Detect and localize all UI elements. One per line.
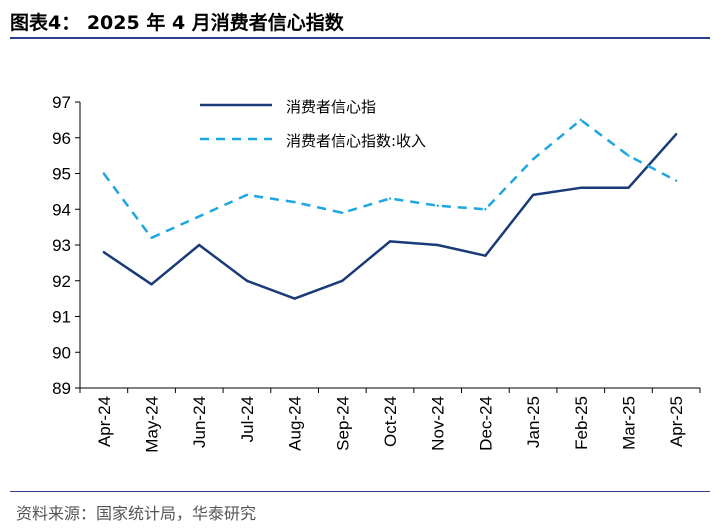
series-layer [102,118,678,300]
source-rule [10,491,710,492]
x-tick-label: Jul-24 [238,396,257,442]
x-tick-label: Feb-25 [572,396,591,450]
legend-label-fade [398,97,508,115]
source-note: 资料来源：国家统计局，华泰研究 [16,504,257,523]
figure-title: 图表4： 2025 年 4 月消费者信心指数 [10,12,344,34]
data-point-income [293,200,296,204]
data-point-income [436,204,439,207]
x-tick-label: Aug-24 [286,396,305,451]
y-axis: 89 90 91 92 93 94 95 96 97 [52,93,81,398]
y-tick-label: 91 [52,308,71,327]
y-tick-label: 95 [52,165,71,184]
x-tick-label: Jun-24 [190,396,209,448]
data-point-confidence [579,186,582,189]
x-tick-label: Dec-24 [476,396,495,451]
legend-label-income: 消费者信心指数:收入 [286,132,427,150]
data-point-income [484,208,487,211]
legend [200,103,272,141]
x-tick-label: Oct-24 [381,396,400,447]
y-tick-label: 94 [52,200,71,219]
data-point-income [388,197,392,200]
data-point-confidence [388,240,392,243]
data-point-confidence [150,283,153,286]
x-tick-label: Apr-25 [667,396,686,447]
data-point-income [150,236,153,240]
data-point-income [198,215,201,218]
data-point-confidence [245,279,249,282]
title-rule [10,37,710,39]
y-tick-label: 93 [52,236,71,255]
data-point-income [674,179,678,182]
data-point-confidence [198,243,201,247]
y-tick-label: 97 [52,93,71,112]
data-point-confidence [293,297,296,300]
legend-label-confidence: 消费者信心指 [286,98,377,116]
x-tick-label: May-24 [143,396,162,453]
x-tick-label: Nov-24 [429,396,448,451]
data-point-confidence [102,250,106,254]
x-axis: Apr-24 May-24 Jun-24 Jul-24 Aug-24 Sep-24 Oct-… [79,387,701,453]
data-point-income [627,154,630,157]
data-point-income [102,172,106,175]
data-point-confidence [341,279,344,282]
y-tick-label: 96 [52,129,71,148]
y-tick-label: 89 [52,379,71,398]
x-tick-label: Sep-24 [333,396,352,451]
data-point-confidence [531,193,535,197]
data-point-confidence [627,186,630,189]
x-tick-label: Apr-24 [95,396,114,447]
data-point-confidence [484,254,487,257]
x-tick-label: Jan-25 [524,396,543,448]
x-tick-label: Mar-25 [619,396,638,450]
y-tick-label: 90 [52,343,71,362]
data-point-income [341,211,344,215]
series-line-confidence [103,133,678,300]
data-point-income [531,158,535,161]
data-point-confidence [674,132,678,136]
data-point-income [579,118,582,122]
data-point-confidence [436,243,439,247]
y-tick-label: 92 [52,272,71,291]
data-point-income [245,193,249,197]
